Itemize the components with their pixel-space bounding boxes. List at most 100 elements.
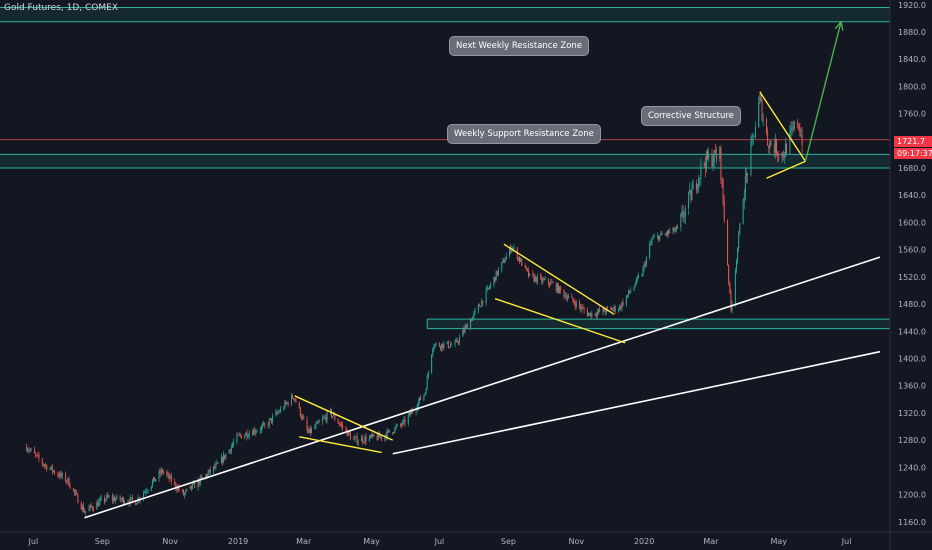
callout-support-resistance[interactable]: Weekly Support Resistance Zone (447, 124, 601, 144)
candle-body (155, 479, 157, 482)
candle-body (68, 478, 70, 487)
candle-body (154, 477, 156, 482)
candle-body (734, 270, 736, 304)
candle-body (572, 297, 574, 302)
candle-body (602, 308, 604, 312)
candle-body (680, 214, 682, 228)
candle-body (683, 216, 685, 218)
candle-body (30, 449, 32, 451)
candle-body (766, 119, 768, 133)
candle-body (177, 487, 179, 491)
candle-body (586, 310, 588, 316)
candle-body (191, 483, 193, 489)
candle-body (753, 135, 755, 137)
candle-body (582, 307, 584, 309)
candle-body (754, 127, 756, 137)
candle-body (711, 154, 713, 167)
candle-body (342, 424, 344, 428)
candle-body (220, 457, 222, 464)
candle-body (720, 147, 722, 179)
candle-body (603, 308, 605, 312)
candle-body (206, 474, 208, 477)
candle-body (310, 428, 313, 433)
candle-body (666, 230, 669, 235)
candle-body (361, 437, 363, 442)
candle-body (773, 145, 775, 153)
candle-body (216, 462, 218, 465)
candle-body (505, 255, 507, 261)
candle-body (189, 485, 191, 489)
candle-body (496, 271, 498, 275)
candle-body (688, 192, 690, 208)
candle-body (223, 454, 225, 463)
candle-body (326, 412, 328, 421)
candle-body (642, 267, 644, 276)
candle-body (114, 497, 116, 502)
candle-body (84, 511, 86, 513)
candle-body (395, 426, 397, 428)
candle-body (524, 265, 526, 267)
candle-body (339, 424, 341, 426)
candle-body (183, 490, 185, 496)
candle-body (388, 430, 390, 433)
candle-body (509, 247, 511, 256)
candle-body (747, 173, 749, 176)
candle-body (292, 395, 294, 399)
candle-body (622, 302, 624, 306)
candle-body (314, 426, 316, 429)
y-tick-label: 1240.0 (898, 463, 926, 472)
candle-body (446, 341, 448, 344)
candle-body (244, 435, 246, 439)
wedge-lower-line-0 (299, 436, 382, 454)
candle-body (567, 296, 569, 298)
candle-body (57, 473, 59, 476)
candle-body (88, 507, 90, 511)
candle-body (60, 472, 62, 477)
candle-body (124, 502, 126, 504)
candle-body (105, 499, 107, 502)
candle-body (186, 488, 188, 491)
candle-body (259, 430, 261, 431)
candle-body (65, 473, 67, 482)
candle-body (526, 268, 528, 271)
candle-body (472, 316, 474, 321)
candle-body (458, 336, 460, 343)
zone-fill-0 (0, 7, 890, 22)
candle-body (334, 414, 336, 420)
candle-body (583, 308, 585, 311)
candle-body (517, 257, 519, 260)
candle-body (275, 411, 277, 416)
candle-body (564, 295, 566, 297)
candle-body (487, 287, 489, 289)
callout-next-resistance[interactable]: Next Weekly Resistance Zone (449, 36, 590, 56)
candle-body (745, 173, 747, 177)
candle-body (286, 402, 288, 404)
candle-body (394, 427, 396, 433)
candle-body (703, 163, 705, 165)
candle-body (707, 151, 709, 159)
candle-body (480, 306, 482, 308)
candle-body (193, 482, 195, 484)
candle-body (565, 295, 567, 300)
candle-body (26, 446, 28, 451)
candle-body (527, 270, 529, 277)
wedge-lower-line-2 (766, 160, 806, 179)
candle-body (737, 248, 739, 262)
candle-body (768, 145, 770, 149)
callout-corrective[interactable]: Corrective Structure (641, 106, 741, 126)
candle-body (752, 135, 754, 137)
candle-body (295, 399, 297, 403)
candle-body (552, 282, 554, 284)
candle-body (547, 278, 549, 284)
candle-body (221, 457, 224, 463)
candle-body (800, 135, 802, 136)
candle-body (721, 178, 723, 181)
candle-body (89, 505, 91, 508)
candle-body (770, 141, 772, 146)
candle-body (263, 423, 265, 425)
candle-body (217, 462, 219, 464)
candle-body (169, 475, 171, 479)
candle-body (534, 276, 536, 282)
candle-body (151, 481, 153, 487)
